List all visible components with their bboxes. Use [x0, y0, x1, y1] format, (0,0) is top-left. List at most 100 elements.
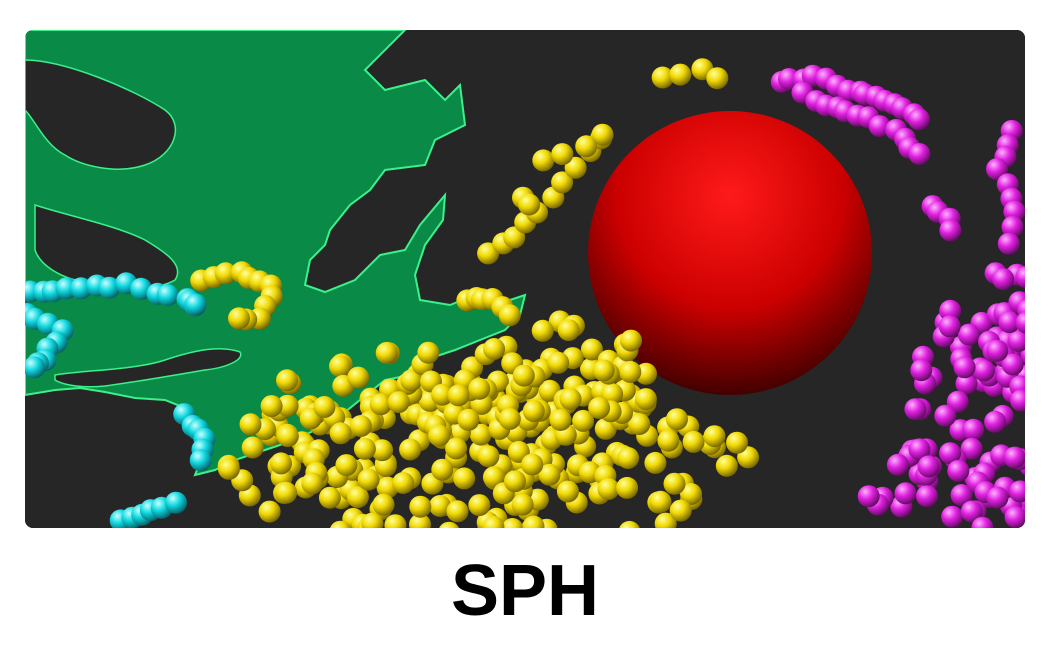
yellow-particle: [532, 149, 555, 172]
magenta-particle: [950, 484, 973, 506]
yellow-particle: [498, 407, 521, 430]
magenta-particle: [986, 158, 1008, 181]
magenta-particle: [986, 486, 1009, 509]
magenta-particle: [857, 485, 880, 508]
yellow-particle: [591, 123, 614, 146]
yellow-particle: [551, 171, 574, 194]
yellow-particle: [663, 472, 686, 495]
yellow-particle: [556, 480, 579, 503]
yellow-particle: [392, 472, 415, 494]
magenta-particle: [938, 315, 961, 338]
magenta-particle: [910, 359, 933, 382]
yellow-particle: [575, 135, 598, 158]
cyan-particle: [156, 284, 179, 307]
magenta-particle: [1015, 311, 1025, 334]
yellow-particle: [619, 360, 642, 383]
magenta-particle: [1010, 389, 1025, 412]
yellow-particle: [498, 304, 521, 327]
yellow-particle: [588, 396, 611, 419]
yellow-particle: [657, 429, 680, 452]
magenta-particle: [1007, 329, 1025, 352]
magenta-particle: [868, 115, 891, 138]
magenta-particle: [1001, 215, 1024, 238]
yellow-particle: [329, 355, 351, 378]
yellow-particle: [547, 351, 570, 374]
yellow-particle: [353, 437, 376, 460]
yellow-particle: [501, 518, 524, 528]
magenta-particle: [908, 438, 931, 461]
yellow-particle: [634, 388, 657, 411]
yellow-particle: [551, 143, 574, 166]
particle-layer: [25, 58, 1025, 528]
magenta-particle: [939, 219, 962, 242]
yellow-particle: [409, 513, 431, 528]
yellow-particle: [726, 431, 748, 454]
magenta-particle: [997, 232, 1020, 255]
yellow-particle: [669, 63, 692, 86]
yellow-particle: [384, 514, 407, 528]
yellow-particle: [428, 424, 451, 447]
magenta-particle: [986, 339, 1009, 362]
magenta-particle: [886, 453, 909, 476]
yellow-particle: [417, 341, 440, 364]
yellow-particle: [620, 329, 642, 352]
yellow-particle: [258, 500, 281, 523]
yellow-particle: [357, 468, 380, 491]
yellow-particle: [409, 495, 432, 518]
yellow-particle: [217, 457, 240, 480]
yellow-particle: [275, 481, 298, 504]
yellow-particle: [361, 512, 384, 528]
yellow-particle: [580, 338, 603, 361]
magenta-particle: [1003, 446, 1025, 469]
yellow-particle: [521, 453, 544, 476]
yellow-particle: [214, 262, 237, 285]
yellow-particle: [483, 338, 506, 360]
yellow-particle: [669, 499, 692, 522]
leaf-hole-lower: [54, 347, 242, 388]
yellow-particle: [228, 307, 250, 330]
yellow-particle: [468, 494, 491, 517]
yellow-particle: [649, 490, 672, 513]
simulation-image: [25, 30, 1025, 528]
yellow-particle: [260, 395, 283, 418]
yellow-particle: [301, 472, 324, 495]
yellow-particle: [446, 500, 469, 523]
yellow-particle: [429, 495, 451, 517]
yellow-particle: [445, 437, 468, 460]
yellow-particle: [538, 463, 561, 486]
cyan-particle: [184, 293, 207, 316]
magenta-particle: [1009, 480, 1025, 503]
magenta-particle: [904, 398, 927, 421]
magenta-particle: [1001, 353, 1024, 376]
yellow-particle: [522, 515, 545, 528]
yellow-particle: [549, 409, 572, 431]
yellow-particle: [270, 452, 292, 475]
yellow-particle: [241, 436, 264, 459]
yellow-particle: [512, 364, 535, 387]
cyan-particle: [98, 276, 121, 299]
magenta-particle: [960, 437, 983, 460]
yellow-particle: [400, 369, 423, 392]
yellow-particle: [557, 319, 580, 342]
cyan-particle: [165, 491, 187, 514]
yellow-particle: [330, 520, 351, 528]
magenta-particle: [955, 372, 978, 395]
yellow-particle: [372, 493, 395, 516]
magenta-particle: [971, 516, 994, 528]
yellow-particle: [431, 383, 454, 406]
yellow-particle: [239, 413, 262, 436]
magenta-particle: [960, 500, 983, 523]
magenta-particle: [984, 410, 1007, 433]
yellow-particle: [346, 486, 369, 509]
magenta-particle: [941, 505, 964, 528]
magenta-particle: [947, 459, 970, 482]
sph-scene: [25, 30, 1025, 528]
magenta-particle: [1004, 506, 1025, 528]
yellow-particle: [592, 359, 615, 382]
yellow-particle: [457, 408, 480, 431]
yellow-particle: [617, 447, 640, 469]
magenta-particle: [992, 268, 1015, 291]
yellow-particle: [439, 521, 460, 528]
yellow-particle: [531, 319, 554, 342]
yellow-particle: [482, 466, 505, 489]
